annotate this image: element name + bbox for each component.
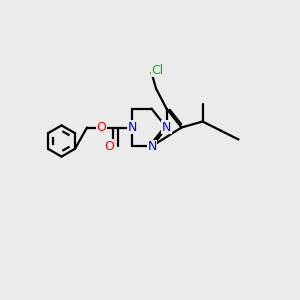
- Text: O: O: [104, 140, 114, 153]
- Text: N: N: [147, 140, 157, 153]
- Text: O: O: [97, 121, 106, 134]
- Text: N: N: [127, 121, 137, 134]
- Text: Cl: Cl: [152, 64, 164, 77]
- Text: N: N: [161, 121, 171, 134]
